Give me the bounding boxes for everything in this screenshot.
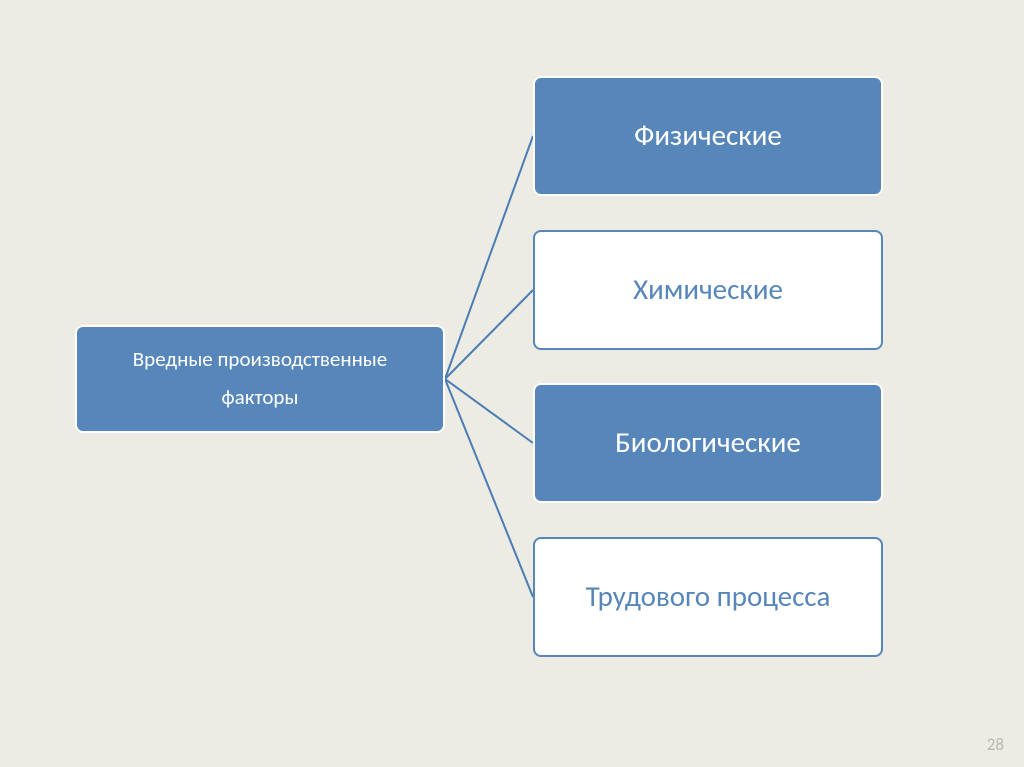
- child-node-1: Химические: [533, 230, 883, 350]
- root-node-label: Вредные производственные факторы: [133, 341, 388, 417]
- root-node: Вредные производственные факторы: [75, 325, 445, 433]
- child-node-0: Физические: [533, 76, 883, 196]
- child-node-1-label: Химические: [633, 271, 783, 309]
- diagram-container: Вредные производственные факторы Физичес…: [0, 0, 1024, 767]
- page-number: 28: [987, 734, 1004, 755]
- child-node-2-label: Биологические: [615, 424, 801, 462]
- child-node-0-label: Физические: [634, 117, 782, 155]
- child-node-3: Трудового процесса: [533, 537, 883, 657]
- child-node-2: Биологические: [533, 383, 883, 503]
- child-node-3-label: Трудового процесса: [586, 578, 831, 616]
